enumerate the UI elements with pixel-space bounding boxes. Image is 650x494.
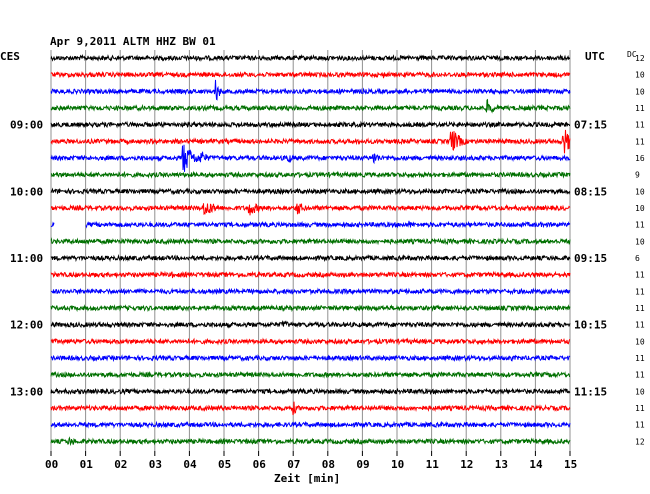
row-scale-label: 11 [635,321,645,330]
row-scale-label: 9 [635,171,640,180]
scale-header: DC [627,50,637,59]
x-tick-label: 05 [218,458,231,471]
trace-row-14 [50,287,571,296]
trace-row-5 [50,129,571,154]
trace-row-23 [50,436,571,447]
row-scale-label: 11 [635,121,645,130]
row-scale-label: 10 [635,237,645,246]
left-hour-label: 12:00 [10,319,43,332]
row-scale-label: 16 [635,154,645,163]
left-timezone-label: CES [0,50,20,63]
trace-row-6 [50,144,571,172]
left-hour-label: 11:00 [10,252,43,265]
trace-row-0 [50,53,571,62]
trace-row-12 [50,254,571,263]
row-scale-label: 10 [635,71,645,80]
x-tick-label: 12 [460,458,473,471]
trace-row-1 [50,70,571,79]
right-hour-label: 08:15 [574,185,607,198]
row-scale-label: 10 [635,187,645,196]
row-scale-label: 10 [635,337,645,346]
hour-labels: 09:00 10:00 11:00 12:00 13:00 07:15 08:15 09:15… [10,119,607,399]
x-tick-label: 09 [356,458,369,471]
row-scale-label: 11 [635,371,645,380]
x-tick-label: 14 [529,458,543,471]
trace-row-20 [50,387,571,396]
row-scale-label: 11 [635,404,645,413]
row-scale-label: 11 [635,221,645,230]
x-tick-label: 08 [322,458,335,471]
trace-row-15 [50,304,571,313]
left-hour-label: 09:00 [10,119,43,132]
seismic-traces [50,53,571,447]
row-scale-label: 12 [635,437,645,446]
x-tick-label: 10 [391,458,404,471]
row-scale-label: 11 [635,271,645,280]
row-scale-label: 11 [635,354,645,363]
row-scale-label: 11 [635,104,645,113]
trace-row-22 [50,420,571,429]
right-hour-label: 10:15 [574,319,607,332]
right-hour-label: 11:15 [574,385,607,398]
x-axis: 00 01 02 03 04 05 06 07 08 09 10 11 12 13 14 15 [45,451,577,471]
trace-row-11 [50,237,571,246]
left-hour-label: 13:00 [10,385,43,398]
x-tick-label: 11 [426,458,440,471]
x-tick-label: 00 [45,458,58,471]
trace-row-2 [50,79,571,101]
trace-row-13 [50,270,571,279]
x-axis-label: Zeit [min] [274,472,340,485]
x-tick-label: 15 [564,458,577,471]
trace-row-10 [50,220,571,229]
row-scale-label: 6 [635,254,640,263]
trace-row-7 [50,170,571,179]
right-hour-label: 09:15 [574,252,607,265]
row-scale-label: 11 [635,421,645,430]
left-hour-label: 10:00 [10,185,43,198]
grid [50,50,571,451]
x-tick-label: 02 [114,458,127,471]
chart-title: Apr 9,2011 ALTM HHZ BW 01 [50,35,216,48]
right-timezone-label: UTC [585,50,605,63]
trace-row-17 [50,337,571,346]
row-scale-label: 12 [635,54,645,63]
x-tick-label: 13 [495,458,508,471]
trace-row-8 [50,187,571,196]
trace-row-4 [50,120,570,129]
right-hour-label: 07:15 [574,119,607,132]
row-scale-labels: 12 10 10 11 11 11 16 9 10 10 11 10 6 11 11 11 11 10 11 11 10… [635,54,645,446]
row-scale-label: 10 [635,387,645,396]
trace-row-19 [50,370,571,379]
x-tick-label: 04 [183,458,197,471]
row-scale-label: 11 [635,304,645,313]
trace-row-18 [50,354,571,363]
x-tick-label: 07 [287,458,300,471]
trace-row-21 [50,401,571,416]
trace-row-3 [50,98,571,114]
x-tick-label: 06 [253,458,267,471]
row-scale-label: 10 [635,204,645,213]
row-scale-label: 11 [635,287,645,296]
x-tick-label: 03 [149,458,162,471]
row-scale-label: 10 [635,87,645,96]
x-tick-label: 01 [80,458,94,471]
row-scale-label: 11 [635,137,645,146]
trace-row-9 [51,203,571,216]
trace-row-16 [50,320,571,329]
